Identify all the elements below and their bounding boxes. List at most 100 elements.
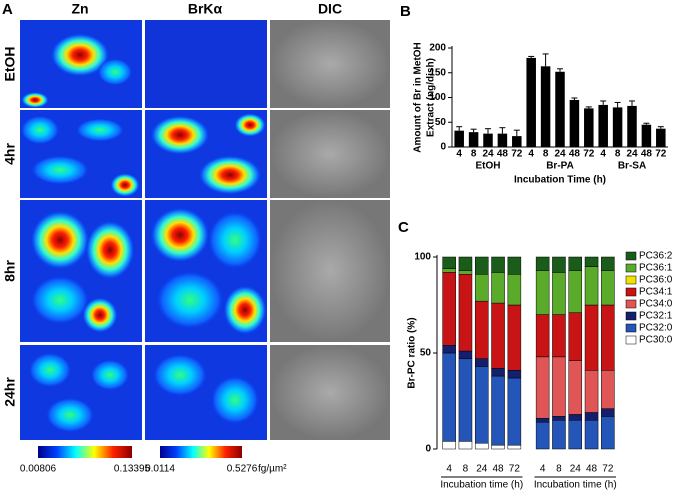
bar-segment <box>568 256 583 271</box>
x-tick-label: 4 <box>528 149 534 160</box>
legend-label: PC36:1 <box>639 263 673 274</box>
legend-label: PC34:1 <box>639 287 673 298</box>
colorbar <box>38 446 132 458</box>
x-tick-label: 24 <box>476 464 488 475</box>
bar-segment <box>474 274 489 302</box>
bar-segment <box>568 270 583 313</box>
bar-segment <box>458 256 473 271</box>
bar-segment <box>442 268 456 273</box>
bar-segment <box>507 444 522 450</box>
x-axis-title: Incubation Time (h) <box>514 175 606 186</box>
bar-segment <box>458 358 473 442</box>
x-tick-label: 24 <box>482 149 494 160</box>
x-tick-label: 48 <box>492 464 504 475</box>
bar-segment <box>584 370 599 413</box>
x-tick-label: 4 <box>540 464 546 475</box>
bar-segment <box>535 421 550 450</box>
bar-segment <box>491 444 505 450</box>
bar-segment <box>601 256 615 271</box>
row-label: EtOH <box>2 47 18 82</box>
x-tick-label: 24 <box>626 149 638 160</box>
bar-segment <box>535 314 550 358</box>
legend-swatch <box>625 335 637 345</box>
legend-swatch <box>625 311 637 321</box>
y-tick-label: 0 <box>425 444 431 455</box>
bar-segment <box>458 441 473 450</box>
bar <box>555 71 565 147</box>
legend-swatch <box>625 299 637 309</box>
panel-a: A Zn BrKα DIC EtOH 4hr 8hr 24hr 0.00806 … <box>2 1 390 475</box>
bar-segment <box>552 272 566 315</box>
y-axis-title: Extract (ng/dish) <box>426 58 437 137</box>
x-tick-label: 8 <box>543 149 549 160</box>
bar-segment <box>442 345 456 354</box>
bar-segment <box>442 441 456 450</box>
bar-segment <box>491 256 505 273</box>
colorbar-label: 0.5276 <box>227 464 258 475</box>
bar-segment <box>474 358 489 367</box>
x-tick-label: 72 <box>583 149 595 160</box>
colorbar-unit: fg/µm² <box>258 464 287 475</box>
bar <box>584 108 594 147</box>
bar <box>483 133 493 147</box>
column-label: Zn <box>71 1 88 17</box>
legend-label: PC32:0 <box>639 323 673 334</box>
panel-label: A <box>2 1 13 18</box>
bar-segment <box>601 416 615 450</box>
bar <box>497 133 508 147</box>
x-tick-label: 8 <box>615 149 621 160</box>
bar <box>598 104 608 147</box>
y-axis-title: Amount of Br in MetOH <box>413 42 424 153</box>
x-tick-label: 72 <box>511 149 523 160</box>
bar-segment <box>601 304 615 371</box>
panel-label: C <box>398 219 409 236</box>
bar-segment <box>474 366 489 444</box>
legend-swatch <box>625 263 637 273</box>
x-tick-label: 4 <box>446 464 452 475</box>
y-tick-label: 150 <box>429 67 446 78</box>
legend-swatch <box>625 323 637 333</box>
bar-segment <box>491 368 505 377</box>
panel-label: B <box>400 3 411 20</box>
colorbar-label: 0.13395 <box>114 464 151 475</box>
bar-segment <box>568 419 583 450</box>
legend-label: PC36:0 <box>639 275 673 286</box>
bar-segment <box>552 356 566 417</box>
x-tick-label: 72 <box>509 464 521 475</box>
y-tick-label: 0 <box>440 142 446 153</box>
colorbar <box>160 446 242 458</box>
bar-segment <box>442 352 456 442</box>
bar-segment <box>601 370 615 409</box>
y-tick-label: 200 <box>429 43 446 54</box>
legend-label: PC32:1 <box>639 311 673 322</box>
bar-segment <box>584 419 599 450</box>
bar-segment <box>507 256 522 275</box>
bar <box>526 57 536 147</box>
x-tick-label: 48 <box>569 149 581 160</box>
bar-segment <box>507 377 522 446</box>
x-tick-label: 48 <box>586 464 598 475</box>
bar-segment <box>552 256 566 273</box>
x-tick-label: 8 <box>471 149 477 160</box>
bar <box>454 130 464 147</box>
bar-segment <box>474 300 489 360</box>
legend-label: PC36:2 <box>639 251 673 262</box>
group-label: Br-SA <box>618 161 646 172</box>
row-label: 8hr <box>2 260 18 282</box>
legend-swatch <box>625 275 637 285</box>
bar <box>468 132 479 147</box>
group-label: Incubation time (h) <box>534 480 617 491</box>
group-label: EtOH <box>476 161 501 172</box>
bar-segment <box>584 412 599 421</box>
bar-segment <box>601 408 615 417</box>
micrograph <box>20 20 390 440</box>
colorbar-label: 0.00806 <box>20 464 57 475</box>
y-tick-label: 50 <box>435 117 447 128</box>
colorbar-label: 0.0114 <box>145 464 175 475</box>
column-label: BrKα <box>188 1 223 17</box>
bar-segment <box>584 266 599 306</box>
bar-segment <box>535 356 550 419</box>
bar <box>641 124 652 147</box>
bar <box>540 66 551 147</box>
